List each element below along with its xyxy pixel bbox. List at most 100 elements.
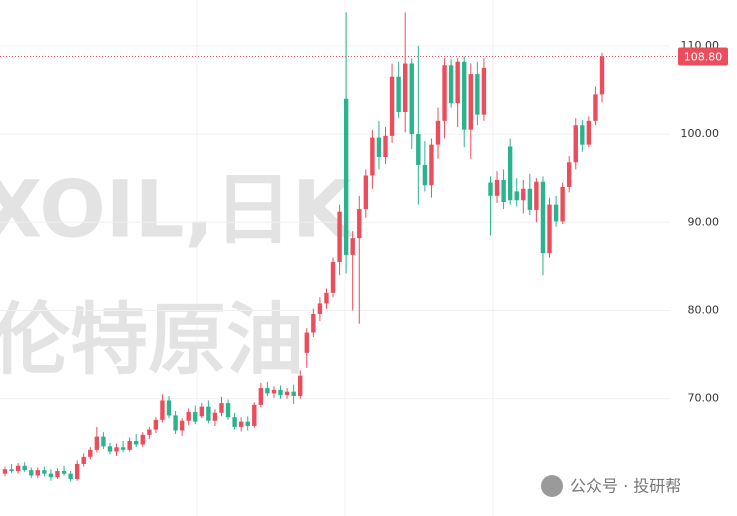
candle-body xyxy=(2,469,8,474)
candle-body xyxy=(363,175,369,210)
candle-body xyxy=(232,417,237,427)
candle-body xyxy=(593,94,598,121)
candle-body xyxy=(291,391,296,397)
candle-body xyxy=(534,181,539,210)
candle-body xyxy=(212,412,218,421)
candle-body xyxy=(442,65,447,121)
candle-body xyxy=(265,388,270,394)
last-price-label: 108.80 xyxy=(684,50,723,63)
candle-body xyxy=(435,120,441,145)
candle-body xyxy=(166,400,172,416)
candle-body xyxy=(540,181,546,254)
candle-body xyxy=(179,420,185,431)
candle-body xyxy=(29,470,34,476)
candle-body xyxy=(120,447,126,450)
candle-body xyxy=(147,429,152,435)
y-tick-label: 100.00 xyxy=(681,127,720,140)
candle-body xyxy=(278,389,283,396)
candle-body xyxy=(9,469,14,472)
candle-body xyxy=(527,188,533,210)
candle-body xyxy=(317,303,323,315)
watermark: XOIL,日K xyxy=(0,165,355,255)
candle-body xyxy=(396,76,401,113)
candle-body xyxy=(206,406,211,421)
candle-body xyxy=(553,204,559,222)
candle-body xyxy=(599,56,605,95)
candle-body xyxy=(389,76,395,136)
candle-body xyxy=(370,137,375,176)
candle-body xyxy=(324,292,329,304)
candle-body xyxy=(422,164,428,186)
candle-body xyxy=(245,421,250,427)
candle-body xyxy=(42,470,47,474)
candle-body xyxy=(573,125,578,163)
candle-body xyxy=(238,421,244,427)
candle-body xyxy=(586,120,592,145)
candle-body xyxy=(48,473,54,478)
candle-body xyxy=(271,389,277,394)
candle-body xyxy=(304,332,309,353)
candle-body xyxy=(127,441,132,450)
candle-body xyxy=(107,446,113,452)
y-tick-label: 90.00 xyxy=(688,215,720,228)
candle-body xyxy=(311,314,316,333)
candle-body xyxy=(153,419,159,430)
candle-body xyxy=(416,134,421,165)
candle-body xyxy=(514,191,519,201)
candle-body xyxy=(61,471,67,474)
candle-body xyxy=(383,135,388,158)
candle-body xyxy=(173,415,178,431)
candle-body xyxy=(475,74,480,115)
candle-body xyxy=(114,447,119,452)
candle-body xyxy=(494,179,500,196)
candle-body xyxy=(481,67,487,115)
y-tick-label: 70.00 xyxy=(688,392,720,405)
candle-body xyxy=(55,471,60,478)
candle-body xyxy=(252,404,257,427)
candle-body xyxy=(350,238,355,255)
candle-body xyxy=(186,411,191,421)
candle-body xyxy=(68,473,73,479)
candle-body xyxy=(580,125,585,145)
candle-body xyxy=(140,434,145,445)
candle-body xyxy=(219,403,224,413)
candle-body xyxy=(199,406,205,417)
candle-body xyxy=(560,186,565,222)
y-tick-label: 80.00 xyxy=(688,303,720,316)
candle-body xyxy=(74,463,80,479)
candle-body xyxy=(160,400,165,420)
candle-body xyxy=(193,411,198,422)
candle-body xyxy=(284,391,290,396)
candle-body xyxy=(547,204,552,254)
candle-body xyxy=(455,61,460,104)
candle-body xyxy=(343,98,349,255)
candle-body xyxy=(35,470,41,476)
last-price-box xyxy=(678,47,728,66)
candle-body xyxy=(81,456,86,464)
source-mark: 公众号 · 投研帮 xyxy=(570,477,681,496)
candle-body xyxy=(330,261,336,293)
candle-body xyxy=(258,388,264,405)
candle-body xyxy=(88,449,93,457)
candle-body xyxy=(225,403,231,418)
candle-body xyxy=(298,375,303,397)
candle-body xyxy=(462,61,467,130)
candle-body xyxy=(409,63,414,135)
candle-body xyxy=(15,465,21,472)
candle-body xyxy=(448,65,454,104)
source-icon xyxy=(541,475,563,497)
candle-body xyxy=(521,188,526,201)
candle-body xyxy=(94,436,100,450)
candle-body xyxy=(488,182,493,196)
candle-body xyxy=(357,209,362,239)
candle-body xyxy=(101,436,106,447)
candle-body xyxy=(402,63,408,113)
candle-body xyxy=(507,146,513,201)
candle-body xyxy=(376,137,382,158)
watermark-sub: 伦特原油 xyxy=(0,295,304,385)
candle-body xyxy=(337,211,342,262)
candle-body xyxy=(429,144,434,186)
candle-body xyxy=(501,179,506,202)
